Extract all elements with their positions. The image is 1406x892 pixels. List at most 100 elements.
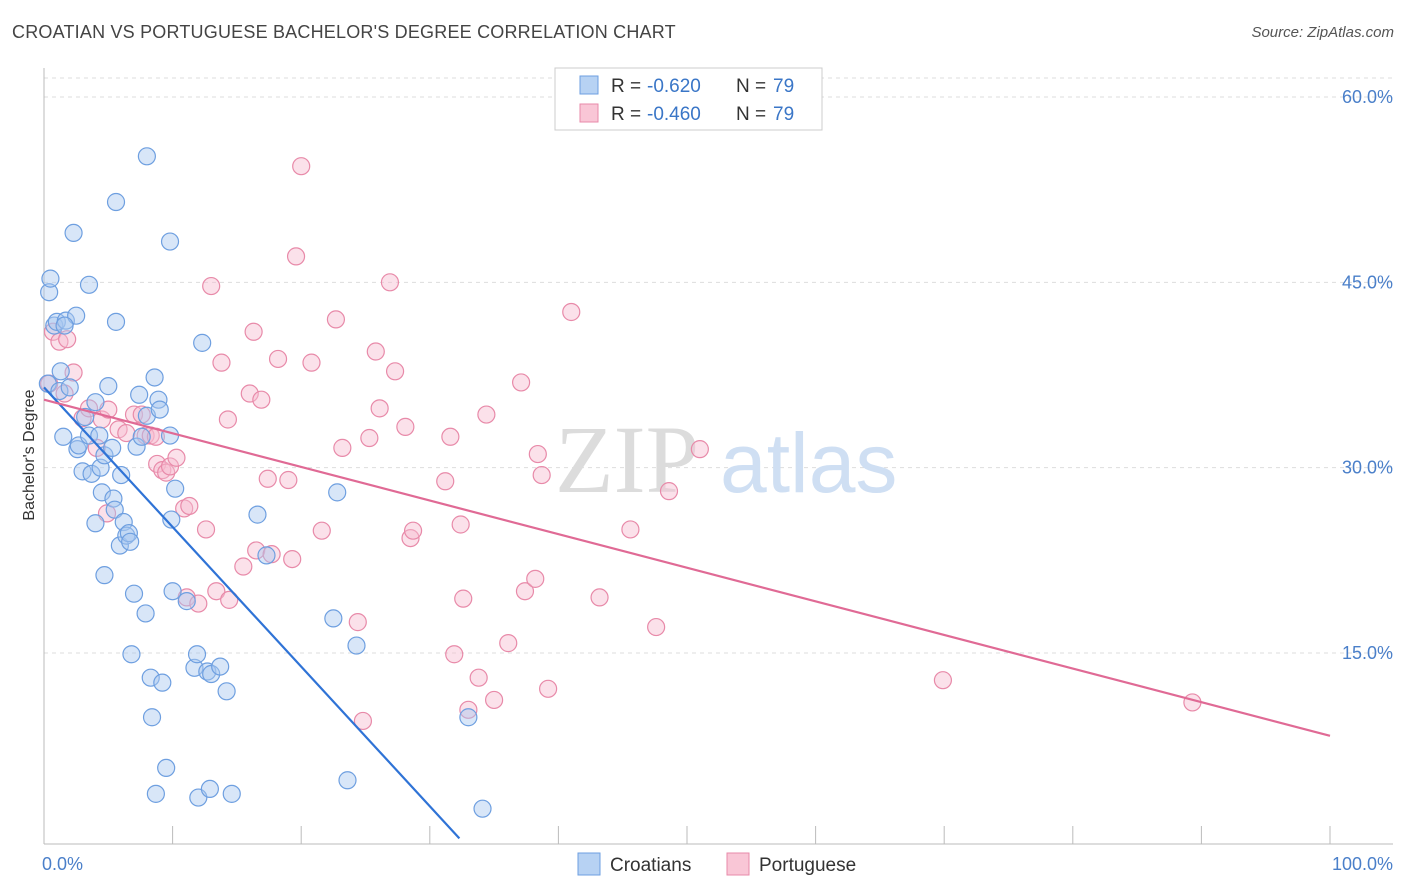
point-portuguese-52 [360,428,379,448]
bottom-legend-label-croatians: Croatians [610,855,691,876]
point-portuguese-54 [370,399,389,418]
x-axis-ticks [172,826,1331,844]
point-croatians-52 [153,673,172,692]
bottom-legend-swatch-croatians [577,852,601,876]
point-croatians-17 [79,275,99,294]
point-croatians-59 [177,592,196,611]
y-tick-label-1: 45.0% [1342,272,1393,292]
point-croatians-27 [103,438,122,457]
point-portuguese-51 [353,711,373,731]
x-tick-label-min: 0.0% [42,854,83,874]
watermark-zip: ZIP [555,406,699,513]
point-croatians-55 [160,426,180,445]
point-croatians-42 [132,427,151,446]
series-croatians [38,147,492,818]
point-croatians-23 [92,483,111,502]
point-croatians-24 [95,446,114,465]
point-portuguese-27 [189,594,208,613]
point-portuguese-34 [234,557,253,576]
point-croatians-20 [90,426,109,445]
point-portuguese-48 [326,310,346,329]
point-croatians-63 [193,333,212,352]
bottom-legend-swatch-portuguese [726,852,750,876]
point-portuguese-58 [401,528,420,548]
point-portuguese-47 [312,521,331,540]
point-portuguese-33 [220,590,239,609]
point-croatians-53 [157,758,176,778]
point-croatians-29 [105,500,124,519]
point-portuguese-49 [333,438,352,457]
point-croatians-34 [114,512,133,532]
point-portuguese-67 [477,405,496,424]
point-portuguese-42 [279,470,298,490]
point-croatians-57 [163,582,182,601]
watermark-atlas: atlas [720,416,897,510]
point-croatians-31 [106,192,126,212]
point-croatians-30 [106,312,126,331]
point-portuguese-73 [528,444,547,464]
point-croatians-25 [95,566,114,585]
point-croatians-76 [459,708,478,727]
point-portuguese-80 [659,482,679,501]
point-croatians-54 [160,232,180,251]
point-croatians-56 [162,510,181,529]
point-portuguese-44 [286,247,306,266]
y-tick-label-3: 15.0% [1342,643,1393,663]
point-croatians-40 [127,437,146,456]
point-croatians-47 [142,708,162,727]
point-croatians-5 [50,381,69,401]
point-croatians-48 [145,368,164,387]
point-croatians-41 [130,385,149,404]
point-portuguese-46 [302,353,321,372]
point-portuguese-61 [441,427,460,446]
correlation-legend: R = -0.620 N = 79 R = -0.460 N = 79 [554,67,823,131]
point-croatians-32 [110,536,129,555]
point-portuguese-64 [454,589,473,608]
point-croatians-75 [347,636,366,655]
point-croatians-7 [54,427,73,446]
bottom-legend-label-portuguese: Portuguese [759,855,856,876]
legend-r-value-croatians: -0.620 [647,76,701,97]
point-croatians-70 [248,505,267,524]
legend-n-value-croatians: 79 [773,76,794,97]
point-croatians-19 [86,393,105,412]
point-croatians-49 [146,784,165,803]
point-portuguese-59 [403,521,423,540]
point-croatians-51 [150,400,169,419]
point-croatians-15 [76,407,95,427]
legend-n-value-portuguese: 79 [773,104,794,125]
y-tick-label-2: 30.0% [1342,458,1393,478]
legend-n-label-portuguese: N = [736,104,766,125]
point-portuguese-36 [244,322,263,341]
point-croatians-18 [82,464,101,483]
point-portuguese-13 [117,423,136,443]
point-portuguese-50 [348,613,367,632]
point-croatians-39 [124,584,144,603]
legend-n-label-croatians: N = [736,76,766,97]
point-croatians-43 [136,604,155,623]
point-portuguese-75 [539,679,558,698]
point-portuguese-63 [451,515,470,534]
point-portuguese-29 [202,276,221,296]
point-croatians-78 [55,316,74,335]
point-croatians-26 [99,377,118,396]
y-tick-label-0: 60.0% [1342,87,1393,107]
point-croatians-73 [328,483,347,502]
point-croatians-69 [222,784,241,803]
point-portuguese-82 [933,671,953,690]
point-portuguese-41 [268,349,288,369]
point-croatians-10 [64,223,83,243]
point-portuguese-28 [196,520,216,539]
point-portuguese-78 [621,520,640,539]
point-portuguese-77 [590,588,609,607]
point-portuguese-32 [218,410,237,429]
point-portuguese-81 [690,440,709,459]
point-croatians-21 [86,514,105,533]
point-portuguese-79 [647,617,666,637]
y-axis-title: Bachelor's Degree [21,389,38,520]
point-portuguese-37 [247,541,266,560]
point-portuguese-23 [167,448,186,467]
point-croatians-74 [338,771,357,790]
trend-line-portuguese [43,398,1331,737]
